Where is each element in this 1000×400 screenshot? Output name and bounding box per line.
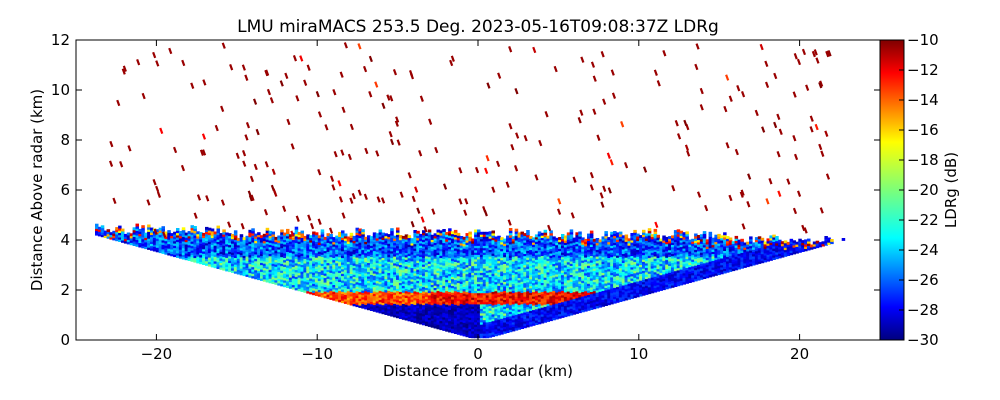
y-axis: 0 2 4 6 8 10 12 <box>51 31 880 349</box>
y-axis-label: Distance Above radar (km) <box>28 89 46 291</box>
x-tick-label: −20 <box>141 345 173 363</box>
x-axis-label: Distance from radar (km) <box>383 362 573 380</box>
x-tick-label: 0 <box>473 345 483 363</box>
colorbar-tick-label: −24 <box>907 241 939 259</box>
colorbar-tick-label: −22 <box>907 211 939 229</box>
colorbar-label: LDRg (dB) <box>942 152 960 228</box>
x-tick-label: −10 <box>301 345 333 363</box>
y-tick-label: 0 <box>60 331 70 349</box>
y-tick-label: 6 <box>60 181 70 199</box>
colorbar-tick-label: −18 <box>907 151 939 169</box>
x-tick-label: 20 <box>790 345 809 363</box>
colorbar-tick-label: −26 <box>907 271 939 289</box>
y-tick-label: 12 <box>51 31 70 49</box>
colorbar-tick-label: −30 <box>907 331 939 349</box>
x-tick-label: 10 <box>629 345 648 363</box>
colorbar: −10 −12 −14 −16 −18 −20 −22 −24 −26 −28 −30 LDRg (… <box>879 31 960 349</box>
chart-title: LMU miraMACS 253.5 Deg. 2023-05-16T09:08… <box>237 17 719 37</box>
plot-area <box>95 42 846 339</box>
colorbar-tick-label: −12 <box>907 61 939 79</box>
colorbar-tick-label: −14 <box>907 91 939 109</box>
colorbar-ticks: −10 −12 −14 −16 −18 −20 −22 −24 −26 −28 −30 <box>899 31 939 349</box>
colorbar-tick-label: −28 <box>907 301 939 319</box>
colorbar-tick-label: −10 <box>907 31 939 49</box>
colorbar-tick-label: −16 <box>907 121 939 139</box>
y-tick-label: 8 <box>60 131 70 149</box>
radar-echo-field <box>95 42 846 339</box>
y-tick-label: 4 <box>60 231 70 249</box>
colorbar-tick-label: −20 <box>907 181 939 199</box>
y-tick-label: 10 <box>51 81 70 99</box>
x-axis: −20 −10 0 10 20 <box>141 40 809 363</box>
y-tick-label: 2 <box>60 281 70 299</box>
